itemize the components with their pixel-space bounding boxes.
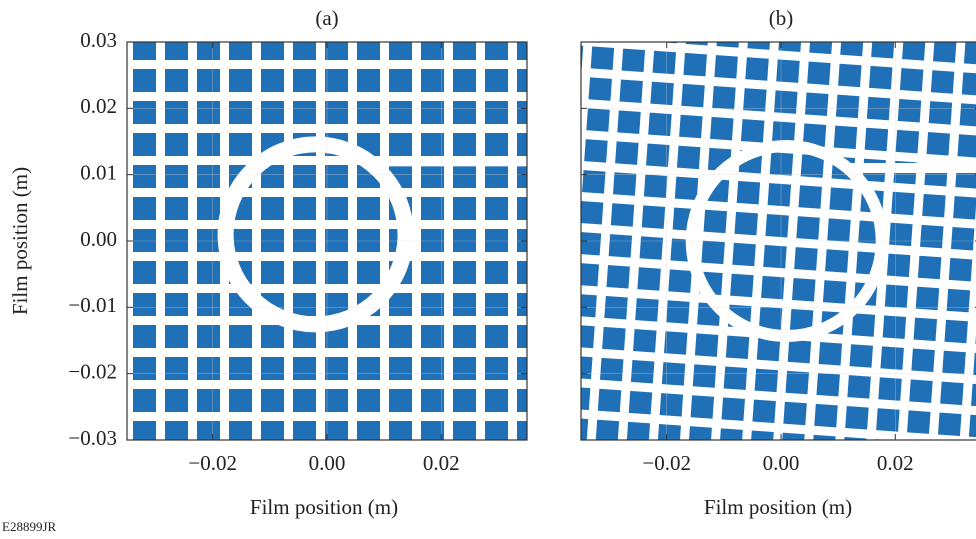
y-tick-label: −0.01 bbox=[68, 293, 117, 317]
x-tick-label: 0.02 bbox=[877, 451, 914, 475]
x-tick-label: −0.02 bbox=[188, 451, 237, 475]
credit: E28899JR bbox=[2, 519, 57, 534]
x-tick-label: 0.00 bbox=[309, 451, 346, 475]
x-tick-label: 0.02 bbox=[423, 451, 460, 475]
panel-title: (b) bbox=[769, 6, 794, 30]
y-tick-label: 0.02 bbox=[80, 94, 117, 118]
y-tick-label: 0.00 bbox=[80, 227, 117, 251]
x-axis-label: Film position (m) bbox=[250, 495, 398, 519]
y-tick-label: −0.03 bbox=[68, 426, 117, 450]
y-tick-label: 0.01 bbox=[80, 160, 117, 184]
panel-title: (a) bbox=[315, 6, 338, 30]
x-tick-label: 0.00 bbox=[763, 451, 800, 475]
y-axis-label: Film position (m) bbox=[8, 167, 32, 315]
x-tick-label: −0.02 bbox=[642, 451, 691, 475]
band bbox=[847, 163, 976, 173]
y-tick-label: −0.02 bbox=[68, 359, 117, 383]
plot-area bbox=[581, 42, 976, 440]
y-tick-label: 0.03 bbox=[80, 28, 117, 52]
x-axis-label: Film position (m) bbox=[704, 495, 852, 519]
figure: E28899JR −0.02 0.00 0.02 −0.03 −0.02 −0.01 0.0… bbox=[0, 0, 976, 539]
